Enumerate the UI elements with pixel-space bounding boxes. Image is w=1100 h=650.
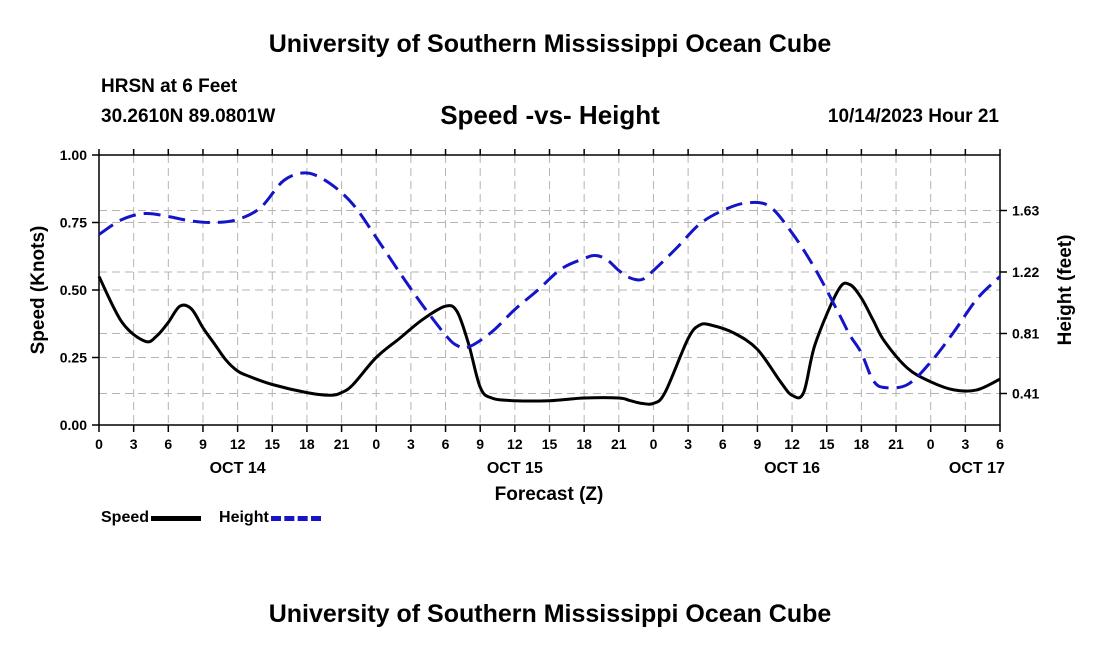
x-tick-label: 6: [164, 436, 172, 452]
x-tick-label: 18: [576, 436, 592, 452]
x-tick-label: 6: [996, 436, 1004, 452]
speed-series-line: [97, 275, 1001, 406]
x-tick-label: 6: [442, 436, 450, 452]
x-tick-label: 15: [264, 436, 280, 452]
x-tick-label: 12: [784, 436, 800, 452]
page-title: University of Southern Mississippi Ocean…: [268, 30, 832, 58]
x-tick-label: 0: [650, 436, 658, 452]
x-axis-title: Forecast (Z): [495, 484, 604, 505]
legend-height-swatch: [270, 515, 321, 521]
x-tick-label: 9: [754, 436, 762, 452]
y-tick-label: 0.25: [60, 350, 87, 366]
x-tick-label: 0: [372, 436, 380, 452]
station-label: HRSN at 6 Feet: [101, 76, 238, 97]
y2-tick-label: 0.41: [1012, 386, 1039, 402]
legend-speed-swatch: [151, 515, 202, 521]
forecast-datetime: 10/14/2023 Hour 21: [827, 106, 999, 127]
y-tick-label: 0.00: [60, 417, 87, 433]
y-tick-label: 1.00: [60, 147, 87, 163]
chart-legend: Speed Height: [101, 509, 339, 527]
x-tick-label: 21: [888, 436, 904, 452]
x-tick-label: 18: [299, 436, 315, 452]
date-label: OCT 14: [210, 460, 266, 477]
x-tick-label: 3: [684, 436, 692, 452]
legend-speed-label: Speed: [101, 509, 150, 526]
y2-tick-label: 0.81: [1012, 326, 1039, 342]
x-tick-label: 9: [476, 436, 484, 452]
x-tick-label: 3: [961, 436, 969, 452]
height-series-line: [98, 171, 1002, 390]
date-label: OCT 16: [764, 460, 820, 477]
date-label: OCT 15: [487, 460, 543, 477]
series-layer: [97, 171, 1002, 406]
x-tick-label: 0: [927, 436, 935, 452]
ticks-layer: 0 3 6 9 12 15 18 21 0 3 6 9 12 15 18 21 0 3 6 9 12 15 18 21 0 3 6 O…: [60, 147, 1040, 477]
y-tick-label: 0.75: [60, 215, 87, 231]
y2-tick-label: 1.22: [1012, 264, 1039, 280]
x-tick-label: 9: [199, 436, 207, 452]
y-tick-label: 0.50: [60, 282, 87, 298]
x-tick-label: 15: [542, 436, 558, 452]
station-coordinates: 30.2610N 89.0801W: [101, 106, 276, 127]
legend-height-label: Height: [219, 509, 269, 526]
x-tick-label: 21: [334, 436, 350, 452]
footer-title: University of Southern Mississippi Ocean…: [268, 600, 832, 628]
x-tick-label: 3: [130, 436, 138, 452]
x-tick-label: 6: [719, 436, 727, 452]
x-tick-label: 12: [507, 436, 523, 452]
x-tick-label: 12: [230, 436, 246, 452]
x-tick-label: 0: [95, 436, 103, 452]
x-tick-label: 18: [854, 436, 870, 452]
x-tick-label: 3: [407, 436, 415, 452]
chart-subtitle: Speed -vs- Height: [440, 100, 660, 130]
grid-layer: [99, 155, 1000, 425]
x-tick-label: 21: [611, 436, 627, 452]
y2-axis-title: Height (feet): [1055, 235, 1076, 346]
x-tick-label: 15: [819, 436, 835, 452]
y-axis-title: Speed (Knots): [28, 226, 49, 355]
y2-tick-label: 1.63: [1012, 203, 1039, 219]
date-label: OCT 17: [949, 460, 1005, 477]
